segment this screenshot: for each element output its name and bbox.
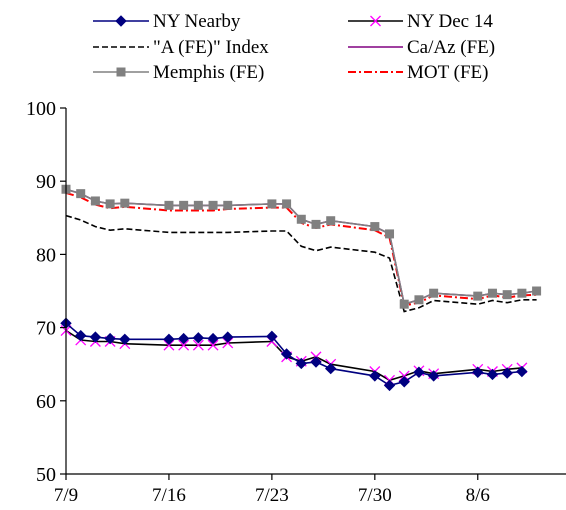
data-point xyxy=(296,214,306,224)
legend-label: Memphis (FE) xyxy=(153,62,264,83)
data-point xyxy=(517,288,527,298)
legend-item: NY Dec 14 xyxy=(348,11,493,32)
legend-label: "A (FE)" Index xyxy=(153,37,269,58)
data-point xyxy=(399,299,409,309)
data-point xyxy=(326,216,336,226)
data-point xyxy=(120,198,130,208)
data-point xyxy=(163,333,175,346)
data-point xyxy=(472,366,484,378)
data-point xyxy=(532,286,542,296)
series-line-a-fe-index xyxy=(65,214,537,313)
y-tick-label: 60 xyxy=(36,391,56,413)
y-tick-label: 70 xyxy=(36,318,56,340)
data-point xyxy=(208,200,218,210)
data-point xyxy=(370,222,380,232)
data-point xyxy=(178,339,190,351)
legend: NY Nearby NY Dec 14 "A (FE)" Index Ca/Az (F… xyxy=(93,11,495,83)
data-point xyxy=(413,366,425,378)
series-mot-fe xyxy=(65,191,537,307)
data-point xyxy=(105,199,115,209)
data-point xyxy=(486,368,499,381)
data-point xyxy=(385,229,395,239)
data-point xyxy=(207,332,219,345)
data-point xyxy=(516,365,528,378)
data-point xyxy=(74,329,87,342)
data-point xyxy=(427,370,440,382)
data-point xyxy=(192,339,204,351)
data-point xyxy=(267,199,277,209)
data-point xyxy=(324,362,337,375)
data-point xyxy=(177,332,190,345)
series-layer xyxy=(60,184,542,392)
data-point xyxy=(502,290,512,300)
legend-item: Ca/Az (FE) xyxy=(348,37,495,58)
legend-label: NY Dec 14 xyxy=(407,11,493,32)
legend-item: Memphis (FE) xyxy=(93,62,264,83)
series-a-fe-index xyxy=(65,214,537,313)
data-point xyxy=(90,196,100,206)
axes: 50 60 70 80 90 100 7/9 7/16 7/23 7/30 8/6 xyxy=(26,98,566,506)
data-point xyxy=(223,200,233,210)
data-point xyxy=(119,333,131,346)
data-point xyxy=(310,356,322,368)
data-point xyxy=(473,291,483,301)
series-ny-nearby xyxy=(60,317,528,392)
data-point xyxy=(398,376,410,388)
data-point xyxy=(266,330,278,343)
legend-item: NY Nearby xyxy=(93,11,241,32)
x-tick-label: 7/23 xyxy=(255,485,289,506)
data-point xyxy=(369,370,381,382)
series-line-mot-fe xyxy=(65,191,537,307)
series-memphis-fe xyxy=(61,184,542,309)
data-point xyxy=(164,200,174,210)
x-tick-label: 8/6 xyxy=(466,485,490,506)
legend-marker xyxy=(115,15,127,27)
legend-label: NY Nearby xyxy=(153,11,241,32)
y-tick-label: 90 xyxy=(36,171,56,193)
data-point xyxy=(295,357,308,370)
y-tick-label: 50 xyxy=(36,464,56,486)
data-point xyxy=(383,379,396,392)
series-line-ny-dec-14 xyxy=(65,329,522,382)
data-point xyxy=(192,332,205,344)
y-tick-label: 100 xyxy=(26,98,56,120)
data-point xyxy=(222,337,234,349)
data-point xyxy=(89,331,102,343)
x-tick-label: 7/9 xyxy=(54,485,78,506)
legend-item: MOT (FE) xyxy=(348,62,488,83)
series-ny-dec-14 xyxy=(60,325,528,386)
data-point xyxy=(179,200,189,210)
legend-marker xyxy=(116,67,126,77)
data-point xyxy=(487,288,497,298)
data-point xyxy=(311,219,321,229)
data-point xyxy=(501,367,513,379)
data-point xyxy=(280,348,293,360)
data-point xyxy=(104,332,116,345)
data-point xyxy=(222,331,234,343)
data-point xyxy=(207,339,219,351)
data-point xyxy=(429,288,439,298)
data-point xyxy=(163,339,175,351)
data-point xyxy=(414,295,424,305)
legend-marker xyxy=(370,15,381,27)
y-tick-label: 80 xyxy=(36,244,56,266)
legend-item: "A (FE)" Index xyxy=(93,37,269,58)
data-point xyxy=(76,189,86,199)
data-point xyxy=(282,199,292,209)
x-tick-label: 7/16 xyxy=(152,485,186,506)
legend-label: Ca/Az (FE) xyxy=(407,37,495,58)
x-tick-label: 7/30 xyxy=(358,485,392,506)
data-point xyxy=(193,200,203,210)
legend-label: MOT (FE) xyxy=(407,62,488,83)
series-line-ny-nearby xyxy=(65,322,522,387)
